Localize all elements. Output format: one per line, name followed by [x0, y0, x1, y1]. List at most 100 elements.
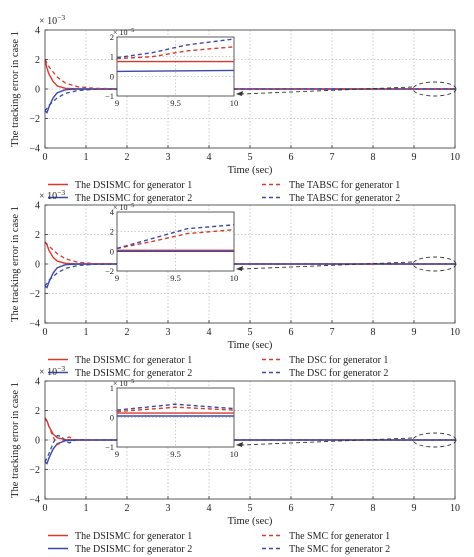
panel2-ytick-label: −4 [29, 319, 40, 330]
panel2-xtick-label: 3 [166, 327, 171, 338]
panel1-xtick-label: 8 [371, 152, 376, 163]
panel3-xtick-label: 5 [248, 503, 253, 514]
panel1-legend-label: The DSISMC for generator 2 [75, 193, 192, 204]
panel2-xtick-label: 10 [450, 327, 460, 338]
panel2-xtick-label: 2 [125, 327, 130, 338]
panel3-xtick-label: 2 [125, 503, 130, 514]
panel1-xtick-label: 1 [84, 152, 89, 163]
panel2-chart: 0 1 2 3 4 5 6 7 8 9 10 −4 −2 0 2 4 Time (sec) The trackin… [10, 201, 460, 380]
panel2-xtick-label: 4 [207, 327, 212, 338]
panel2-exponent-label: × 10−3 [39, 188, 65, 202]
panel2-zoom-arrow-line [241, 261, 413, 270]
panel1-inset-xtick-label: 9.5 [170, 98, 181, 108]
panel1-inset-xtick-label: 10 [230, 98, 239, 108]
panel2-legend-label: The DSISMC for generator 2 [75, 368, 192, 379]
panel2-xtick-label: 0 [43, 327, 48, 338]
panel3-exponent-label: × 10−3 [39, 364, 65, 378]
panel3-zoom-arrowhead [236, 442, 243, 447]
panel1-inset-exponent-label: × 10−5 [113, 27, 134, 37]
panel1-xtick-label: 9 [412, 152, 417, 163]
panel3-xtick-label: 7 [330, 503, 335, 514]
panel2-inset-ytick-label: 4 [110, 207, 115, 217]
panel3-xtick-label: 4 [207, 503, 212, 514]
panel3-xtick-label: 0 [43, 503, 48, 514]
panel1-xtick-label: 7 [330, 152, 335, 163]
panel3-xtick-label: 3 [166, 503, 171, 514]
panel1-xlabel: Time (sec) [228, 165, 273, 176]
panel1-ytick-label: −2 [29, 114, 40, 125]
panel2-inset-series-3 [116, 229, 235, 250]
panel1-ytick-label: 0 [35, 85, 40, 96]
panel2-ytick-label: 0 [35, 260, 40, 271]
panel3-inset-ytick-label: 0 [110, 413, 114, 423]
panel2-series-2 [44, 263, 455, 289]
panel3-ytick-label: 0 [35, 436, 40, 447]
panel2-xlabel: Time (sec) [228, 340, 273, 351]
panel1-ytick-label: −4 [29, 144, 40, 155]
panel2-inset-ytick-label: 2 [110, 227, 114, 237]
panel3-series-3 [44, 417, 455, 446]
panel2-inset-ytick-label: −2 [105, 266, 114, 276]
panel3-ytick-label: −2 [29, 465, 40, 476]
panel3-xtick-label: 9 [412, 503, 417, 514]
panel3-ytick-label: −4 [29, 495, 40, 506]
panel1-inset-ytick-label: 0 [110, 71, 114, 81]
panel1-xtick-label: 0 [43, 152, 48, 163]
panel2-zoom-ellipse [412, 256, 457, 272]
panel1-ylabel: The tracking error in case 1 [10, 31, 21, 147]
panel1-legend-label: The DSISMC for generator 1 [75, 180, 192, 191]
panel2-xtick-label: 5 [248, 327, 253, 338]
panel1-xtick-label: 3 [166, 152, 171, 163]
panel2-inset: 9 9.5 10 −2 0 2 4 × 10−5 [105, 202, 238, 283]
panel3-inset-series-3 [116, 406, 235, 413]
panel1-xtick-label: 4 [207, 152, 212, 163]
panel3-zoom-arrow-line [241, 437, 413, 446]
panel1-exponent-label: × 10−3 [39, 13, 65, 27]
panel3-ytick-label: 4 [35, 377, 40, 388]
panel2-inset-xtick-label: 9.5 [170, 273, 181, 283]
panel3-inset-xtick-label: 9 [115, 449, 119, 459]
panel3-legend-label: The DSISMC for generator 2 [75, 544, 192, 555]
panel1-xtick-label: 5 [248, 152, 253, 163]
panel3-inset-xtick-label: 9.5 [170, 449, 181, 459]
panel2-xtick-label: 1 [84, 327, 89, 338]
panel2-legend-label: The DSISMC for generator 1 [75, 355, 192, 366]
panel1-legend-label: The TABSC for generator 2 [289, 193, 400, 204]
panel1-inset-series-2 [116, 69, 235, 73]
panel2-inset-ytick-label: 0 [110, 246, 114, 256]
panel1-zoom-arrowhead [236, 91, 243, 96]
panel3-xlabel: Time (sec) [228, 516, 273, 527]
panel2-ytick-label: 2 [35, 230, 40, 241]
panel3-xtick-label: 1 [84, 503, 89, 514]
panel2-xtick-label: 9 [412, 327, 417, 338]
panel1-inset-ytick-label: −1 [105, 91, 114, 101]
panel2-series-3 [44, 241, 455, 265]
panel3-xtick-label: 8 [371, 503, 376, 514]
panel3-inset-xtick-label: 10 [230, 449, 239, 459]
panel2-ytick-label: −2 [29, 289, 40, 300]
panel2-ytick-label: 4 [35, 201, 40, 212]
panel1-zoom-ellipse [412, 81, 457, 97]
panel1-inset-series-3 [116, 46, 235, 60]
panel1-ytick-label: 4 [35, 26, 40, 37]
panel3-legend-label: The DSISMC for generator 1 [75, 531, 192, 542]
panel3-legend-label: The SMC for generator 1 [289, 531, 390, 542]
panel1-series-2 [44, 88, 455, 114]
panel2-series-4 [44, 263, 455, 287]
panel3-inset-ytick-label: 1 [110, 383, 114, 393]
panel2-legend-label: The DSC for generator 1 [289, 355, 388, 366]
panel1-series-1 [44, 59, 455, 90]
panel3-series-4 [44, 434, 455, 463]
panel2-inset-xtick-label: 10 [230, 273, 239, 283]
panel1-legend-label: The TABSC for generator 1 [289, 180, 400, 191]
panel3-zoom-ellipse [412, 432, 457, 448]
panel3-ylabel: The tracking error in case 1 [10, 382, 21, 498]
panel2-legend-label: The DSC for generator 2 [289, 368, 388, 379]
panel1-xtick-label: 2 [125, 152, 130, 163]
panel3-legend-label: The SMC for generator 2 [289, 544, 390, 555]
panel2-ylabel: The tracking error in case 1 [10, 206, 21, 322]
panel2-inset-exponent-label: × 10−5 [113, 202, 134, 212]
panel1-inset-series-4 [116, 38, 235, 59]
